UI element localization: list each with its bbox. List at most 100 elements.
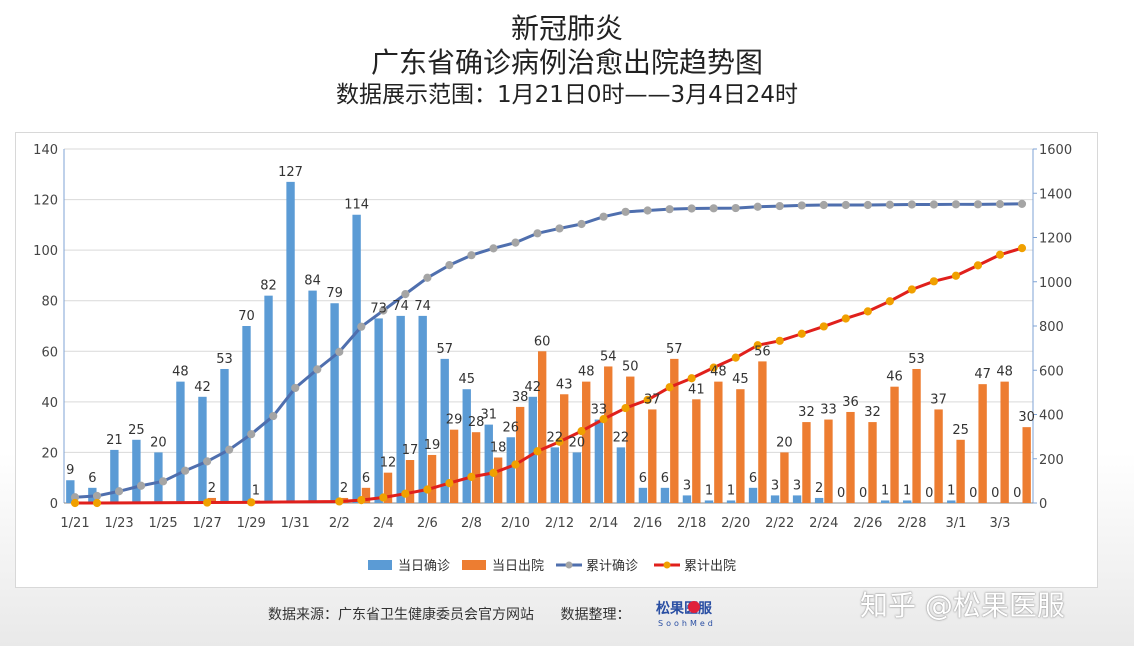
bar-daily-confirmed	[682, 495, 692, 503]
bar-daily-discharged	[692, 399, 701, 503]
cumulative-discharged-point	[1017, 244, 1027, 253]
cumulative-confirmed-point	[643, 206, 652, 215]
cumulative-confirmed-point	[445, 261, 454, 270]
y-left-tick-label: 100	[33, 244, 58, 259]
bar-daily-discharged	[824, 419, 833, 503]
bar-daily-discharged	[207, 497, 217, 503]
x-tick-label: 3/1	[945, 516, 966, 531]
y-left-tick-label: 40	[41, 396, 58, 411]
bar-daily-discharged	[449, 429, 459, 503]
data-label-daily-discharged: 37	[644, 392, 661, 407]
cumulative-confirmed-point	[907, 200, 916, 209]
bar-daily-confirmed	[440, 358, 449, 503]
y-left-tick-label: 20	[41, 446, 58, 461]
data-label-daily-confirmed: 20	[150, 435, 167, 450]
x-tick-label: 2/4	[373, 516, 394, 531]
watermark: 知乎 @松果医服	[860, 589, 1065, 622]
data-label-daily-discharged: 43	[556, 377, 573, 392]
bar-daily-confirmed	[506, 437, 515, 503]
cumulative-discharged-point	[599, 415, 608, 424]
cumulative-discharged-point	[379, 493, 388, 502]
chart-date-range: 数据展示范围：1月21日0时——3月4日24时	[335, 82, 799, 108]
cumulative-discharged-point	[797, 329, 806, 338]
cumulative-discharged-point	[687, 374, 696, 383]
cumulative-confirmed-point	[136, 481, 146, 490]
data-label-daily-confirmed: 82	[260, 279, 277, 294]
legend-item: 累计确诊	[556, 559, 638, 574]
y-left-tick-label: 60	[41, 345, 58, 360]
bar-daily-confirmed	[594, 419, 604, 503]
cumulative-confirmed-point	[599, 212, 608, 221]
bar-daily-confirmed	[814, 497, 824, 503]
cumulative-confirmed-point	[885, 200, 894, 209]
bar-daily-confirmed	[616, 447, 626, 503]
legend-item: 当日出院	[462, 559, 544, 574]
bar-daily-discharged	[670, 358, 679, 503]
bar-daily-confirmed	[792, 495, 802, 503]
data-label-daily-confirmed: 74	[414, 299, 431, 314]
bar-daily-confirmed	[330, 303, 339, 503]
bar-daily-confirmed	[396, 315, 405, 503]
data-label-daily-confirmed: 42	[525, 380, 542, 395]
y-left-tick-label: 0	[50, 497, 58, 512]
data-label-daily-confirmed: 70	[238, 309, 255, 324]
data-label-daily-discharged: 32	[864, 405, 881, 420]
cumulative-discharged-point	[973, 261, 983, 270]
chart-title: 新冠肺炎	[510, 12, 623, 45]
data-label-daily-confirmed: 0	[925, 486, 933, 501]
y-right-tick-label: 0	[1039, 497, 1047, 512]
bar-daily-discharged	[714, 381, 723, 503]
cumulative-discharged-point	[423, 485, 432, 494]
data-label-daily-confirmed: 0	[1013, 486, 1021, 501]
bar-daily-discharged	[560, 394, 569, 503]
legend-item: 当日确诊	[368, 559, 450, 574]
bar-daily-confirmed	[572, 452, 582, 503]
cumulative-confirmed-point	[511, 238, 520, 247]
logo-mark-icon	[688, 601, 700, 613]
cumulative-confirmed-point	[335, 347, 344, 356]
cumulative-discharged-point	[643, 395, 652, 404]
cumulative-confirmed-point	[423, 273, 432, 282]
chart-panel: 0 20 40 60 80 100 120 140 0 200 400 600 800 1000 1200 1…	[15, 132, 1098, 588]
cumulative-confirmed-point	[1017, 199, 1027, 208]
data-label-daily-discharged: 20	[776, 435, 793, 450]
data-label-daily-confirmed: 0	[991, 486, 999, 501]
brand-logo: 松果医服 SoohMed	[656, 600, 713, 628]
x-tick-label: 2/24	[809, 516, 838, 531]
bar-daily-confirmed	[748, 487, 758, 503]
x-tick-label: 2/28	[897, 516, 926, 531]
bar-daily-confirmed	[462, 389, 471, 503]
data-label-daily-discharged: 50	[622, 360, 639, 375]
bar-daily-confirmed	[110, 449, 119, 503]
legend-label: 当日出院	[492, 559, 544, 574]
data-label-daily-confirmed: 73	[370, 301, 387, 316]
cumulative-discharged-point	[533, 447, 542, 456]
cumulative-discharged-point	[775, 336, 784, 345]
bar-daily-confirmed	[264, 295, 273, 503]
bar-daily-confirmed	[880, 500, 890, 503]
data-label-daily-confirmed: 6	[88, 471, 96, 486]
data-label-daily-confirmed: 3	[683, 478, 691, 493]
x-tick-label: 1/29	[237, 516, 266, 531]
bar-daily-confirmed	[220, 368, 229, 503]
cumulative-discharged-point	[401, 489, 410, 498]
cumulative-discharged-point	[929, 277, 938, 286]
x-tick-label: 2/18	[677, 516, 706, 531]
data-label-daily-confirmed: 9	[66, 463, 74, 478]
data-source-text: 数据来源：广东省卫生健康委员会官方网站	[268, 607, 534, 623]
cumulative-discharged-point	[70, 498, 80, 508]
cumulative-discharged-point	[753, 341, 762, 350]
y-left-tick-label: 80	[41, 295, 58, 310]
x-tick-label: 2/26	[853, 516, 882, 531]
data-label-daily-discharged: 19	[424, 438, 441, 453]
data-label-daily-confirmed: 22	[613, 430, 630, 445]
cumulative-discharged-point	[577, 426, 586, 436]
cumulative-discharged-point	[489, 468, 498, 478]
cumulative-confirmed-point	[687, 204, 696, 213]
y-right-tick-label: 1200	[1039, 232, 1072, 247]
cumulative-confirmed-point	[269, 411, 278, 421]
cumulative-confirmed-point	[665, 205, 674, 214]
bar-daily-confirmed	[374, 318, 383, 503]
cumulative-discharged-point	[555, 437, 564, 446]
data-label-daily-confirmed: 0	[837, 486, 845, 501]
